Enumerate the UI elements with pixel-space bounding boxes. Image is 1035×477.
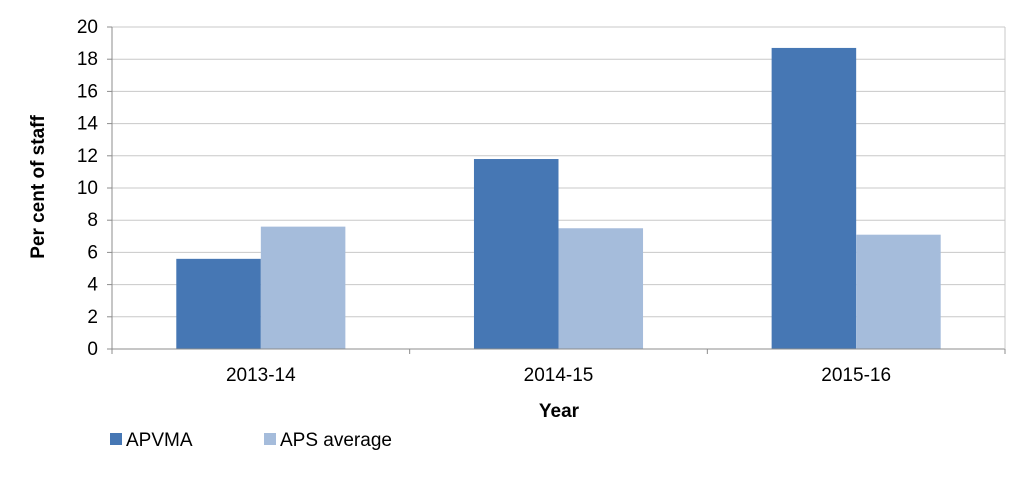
legend-label-aps-average: APS average [280, 430, 392, 451]
bars [176, 47, 941, 350]
bar-apvma-2013-14 [176, 258, 261, 349]
y-tick-label: 2 [87, 307, 98, 328]
y-tick-label: 14 [77, 114, 99, 135]
y-tick-label: 12 [77, 146, 98, 167]
bar-aps-average-2013-14 [260, 226, 346, 349]
x-axis-title: Year [539, 401, 580, 422]
y-axis-title: Per cent of staff [28, 115, 49, 259]
x-tick-label: 2015-16 [821, 365, 891, 386]
y-tick-label: 18 [77, 49, 98, 70]
bar-apvma-2014-15 [473, 159, 559, 349]
bar-aps-average-2014-15 [558, 228, 644, 349]
legend-label-apvma: APVMA [126, 430, 193, 451]
y-tick-label: 6 [87, 242, 98, 263]
y-tick-label: 16 [77, 81, 98, 102]
legend: APVMA APS average [110, 430, 392, 451]
y-tick-label: 0 [87, 339, 98, 360]
bar-aps-average-2015-16 [856, 234, 941, 349]
x-tick-labels: 2013-14 2014-15 2015-16 [226, 365, 891, 386]
axes [107, 26, 1006, 354]
y-tick-label: 10 [77, 178, 98, 199]
x-tick-label: 2014-15 [524, 365, 594, 386]
y-tick-label: 4 [87, 275, 98, 296]
bar-apvma-2015-16 [771, 47, 857, 350]
x-tick-label: 2013-14 [226, 365, 296, 386]
y-tick-labels: 0 2 4 6 8 10 12 14 16 18 20 [77, 17, 99, 360]
legend-swatch-apvma [110, 433, 122, 445]
legend-swatch-aps-average [264, 433, 276, 445]
y-tick-label: 20 [77, 17, 98, 38]
y-tick-label: 8 [87, 210, 98, 231]
